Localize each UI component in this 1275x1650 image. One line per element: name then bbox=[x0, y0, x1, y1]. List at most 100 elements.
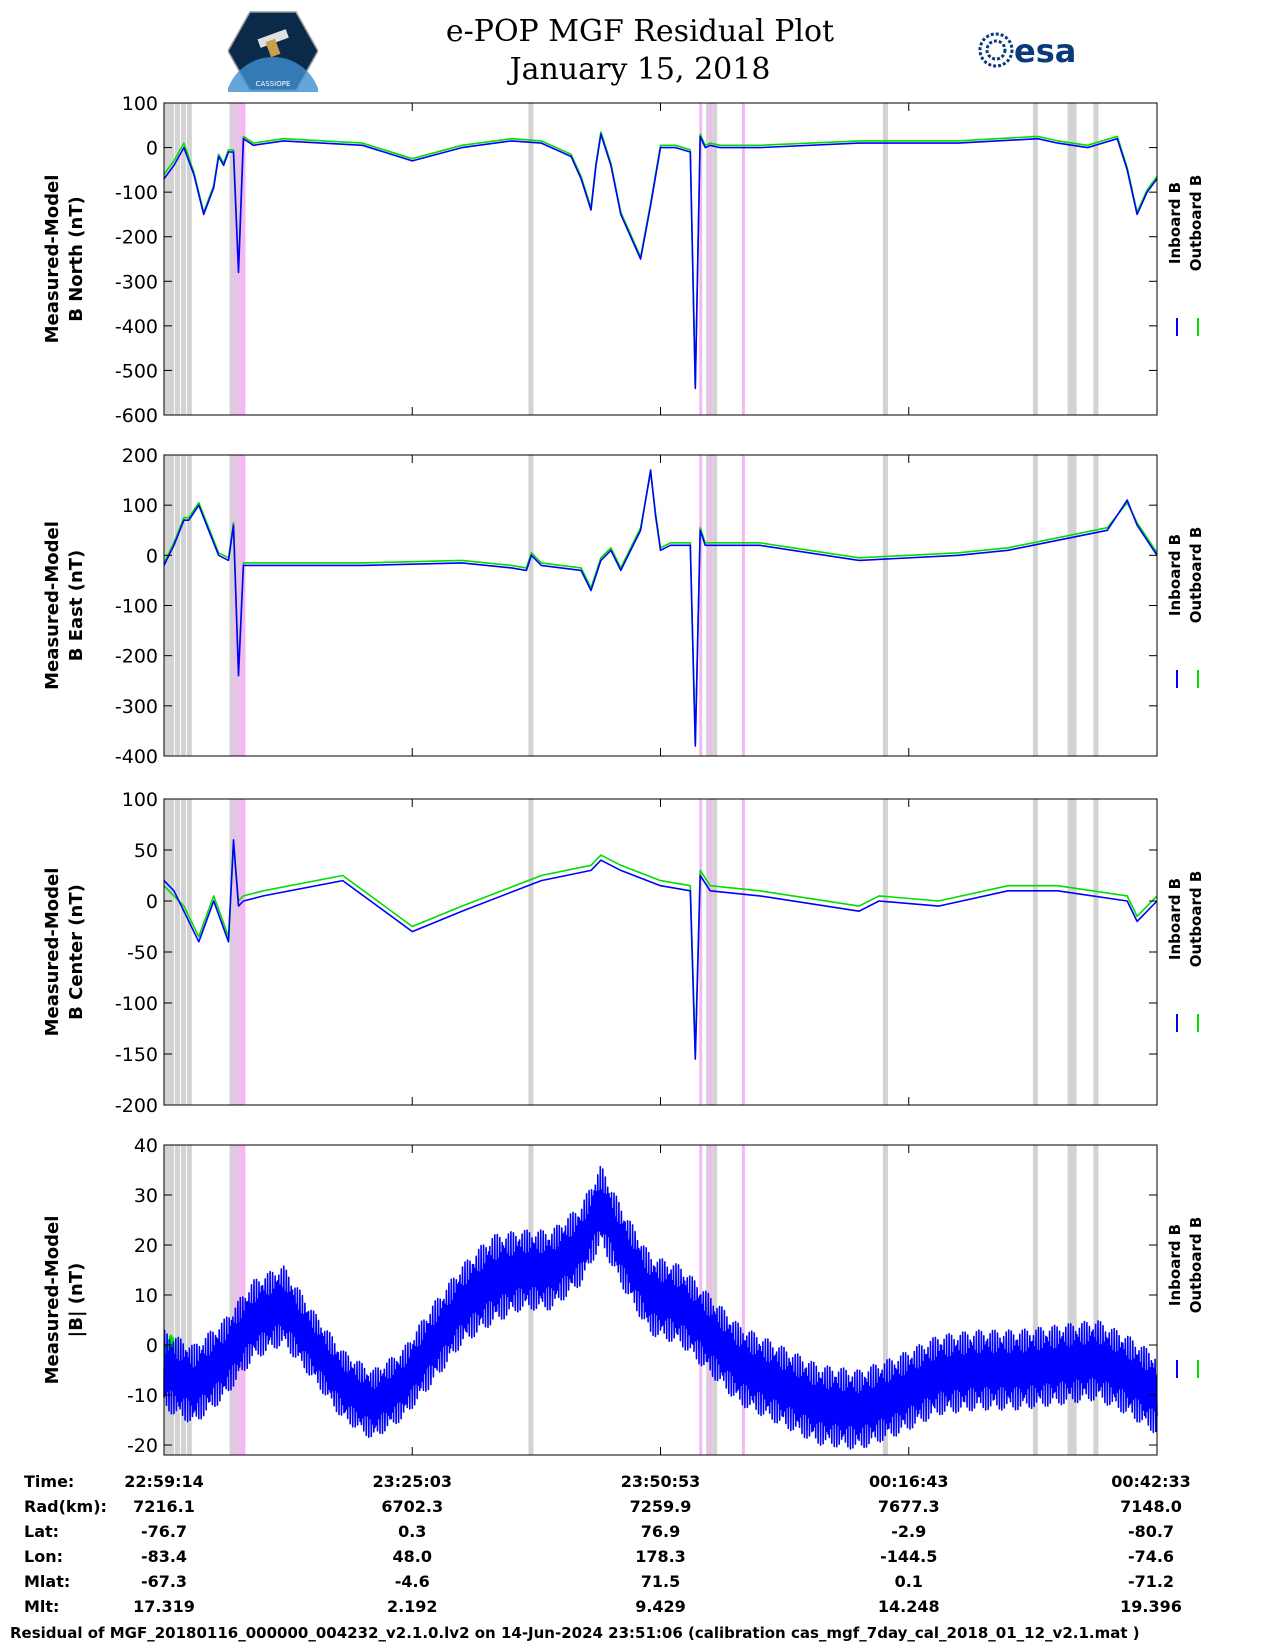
gray-band bbox=[164, 103, 174, 415]
gray-band bbox=[1071, 455, 1077, 756]
gray-band bbox=[528, 103, 534, 415]
gray-band bbox=[1032, 799, 1038, 1105]
y-tick-label: -200 bbox=[115, 1095, 158, 1117]
gray-band bbox=[174, 455, 180, 756]
series-line-outboard-b bbox=[163, 844, 1158, 1055]
pink-band bbox=[233, 455, 237, 756]
y-tick-label: 0 bbox=[146, 1335, 158, 1357]
info-cell: 76.9 bbox=[641, 1522, 680, 1541]
info-cell: 14.248 bbox=[878, 1597, 940, 1616]
title-line-2: January 15, 2018 bbox=[509, 52, 771, 87]
y-tick-label: -200 bbox=[115, 646, 158, 668]
y-tick-label: 100 bbox=[122, 93, 158, 115]
info-cell: 48.0 bbox=[393, 1547, 432, 1566]
info-cell: 0.3 bbox=[398, 1522, 426, 1541]
info-cell: 6702.3 bbox=[381, 1497, 443, 1516]
info-cell: 23:25:03 bbox=[372, 1472, 452, 1491]
y-tick-label: 100 bbox=[122, 789, 158, 811]
gray-band bbox=[882, 103, 888, 415]
y-tick-label: -150 bbox=[115, 1044, 158, 1066]
pink-band bbox=[741, 103, 745, 415]
pink-band bbox=[699, 455, 703, 756]
svg-text:esa: esa bbox=[1014, 32, 1076, 70]
info-cell: -144.5 bbox=[880, 1547, 937, 1566]
legend-label: Inboard B bbox=[1166, 182, 1184, 264]
gray-band bbox=[1071, 799, 1077, 1105]
y-tick-label: 0 bbox=[146, 891, 158, 913]
series-line-inboard-b bbox=[163, 839, 1158, 1060]
y-tick-label: -100 bbox=[115, 596, 158, 618]
gray-band bbox=[180, 799, 186, 1105]
y-tick-label: 50 bbox=[134, 840, 158, 862]
pink-band bbox=[709, 799, 713, 1105]
gray-band bbox=[1067, 1145, 1073, 1455]
series-line-inboard-b bbox=[163, 469, 1158, 747]
y-tick-label: 10 bbox=[134, 1285, 158, 1307]
y-tick-label: 30 bbox=[134, 1185, 158, 1207]
pink-band bbox=[709, 103, 713, 415]
y-tick-label: 200 bbox=[122, 445, 158, 467]
series-line-outboard-b bbox=[163, 131, 1158, 387]
plot-frame bbox=[163, 454, 1158, 757]
gray-band bbox=[706, 799, 712, 1105]
info-cell: 2.192 bbox=[387, 1597, 438, 1616]
gray-band bbox=[882, 799, 888, 1105]
y-axis-label: Measured-Model bbox=[42, 1216, 63, 1385]
info-cell: -76.7 bbox=[141, 1522, 187, 1541]
info-cell: 9.429 bbox=[635, 1597, 686, 1616]
y-tick-label: -400 bbox=[115, 746, 158, 768]
info-cell: -83.4 bbox=[141, 1547, 187, 1566]
info-cell: 23:50:53 bbox=[621, 1472, 701, 1491]
gray-band bbox=[174, 799, 180, 1105]
pink-band bbox=[233, 1145, 237, 1455]
y-tick-label: 100 bbox=[122, 495, 158, 517]
legend-label: Outboard B bbox=[1187, 871, 1205, 968]
legend-label: Inboard B bbox=[1166, 878, 1184, 960]
y-tick-label: -300 bbox=[115, 696, 158, 718]
y-tick-label: 40 bbox=[134, 1135, 158, 1157]
gray-band bbox=[528, 799, 534, 1105]
info-cell: 7677.3 bbox=[878, 1497, 940, 1516]
info-cell: 17.319 bbox=[133, 1597, 195, 1616]
y-tick-label: -300 bbox=[115, 271, 158, 293]
y-tick-label: -100 bbox=[115, 182, 158, 204]
info-cell: 00:42:33 bbox=[1111, 1472, 1191, 1491]
series-line-inboard-b bbox=[163, 1165, 1158, 1450]
info-cell: 7259.9 bbox=[630, 1497, 692, 1516]
legend-label: Outboard B bbox=[1187, 175, 1205, 272]
svg-text:CASSIOPE: CASSIOPE bbox=[256, 80, 291, 88]
legend-label: Outboard B bbox=[1187, 1217, 1205, 1314]
gray-band bbox=[180, 455, 186, 756]
pink-band bbox=[741, 455, 745, 756]
y-tick-label: 20 bbox=[134, 1235, 158, 1257]
gray-band bbox=[706, 455, 712, 756]
gray-band bbox=[1032, 1145, 1038, 1455]
footer-caption: Residual of MGF_20180116_000000_004232_v… bbox=[10, 1624, 1140, 1642]
info-cell: 0.1 bbox=[895, 1572, 923, 1591]
info-cell: 71.5 bbox=[641, 1572, 680, 1591]
info-row-label: Lon: bbox=[24, 1547, 63, 1566]
pink-band bbox=[233, 799, 237, 1105]
gray-band bbox=[174, 103, 180, 415]
gray-band bbox=[1032, 455, 1038, 756]
cassiope-logo: CASSIOPE bbox=[228, 11, 318, 92]
y-tick-label: -20 bbox=[127, 1435, 158, 1457]
gray-band bbox=[1071, 103, 1077, 415]
title-line-1: e-POP MGF Residual Plot bbox=[445, 14, 835, 49]
gray-band bbox=[180, 103, 186, 415]
gray-band bbox=[1071, 1145, 1077, 1455]
gray-band bbox=[180, 1145, 186, 1455]
series-line-outboard-b bbox=[163, 471, 1158, 745]
info-cell: -71.2 bbox=[1128, 1572, 1174, 1591]
gray-band bbox=[1093, 1145, 1099, 1455]
gray-band bbox=[882, 1145, 888, 1455]
y-tick-label: -100 bbox=[115, 993, 158, 1015]
gray-band bbox=[712, 455, 718, 756]
info-cell: -4.6 bbox=[395, 1572, 430, 1591]
gray-band bbox=[229, 455, 235, 756]
gray-band bbox=[186, 103, 192, 415]
y-axis-label: |B| (nT) bbox=[66, 1263, 87, 1338]
info-cell: -80.7 bbox=[1128, 1522, 1174, 1541]
gray-band bbox=[1093, 103, 1099, 415]
